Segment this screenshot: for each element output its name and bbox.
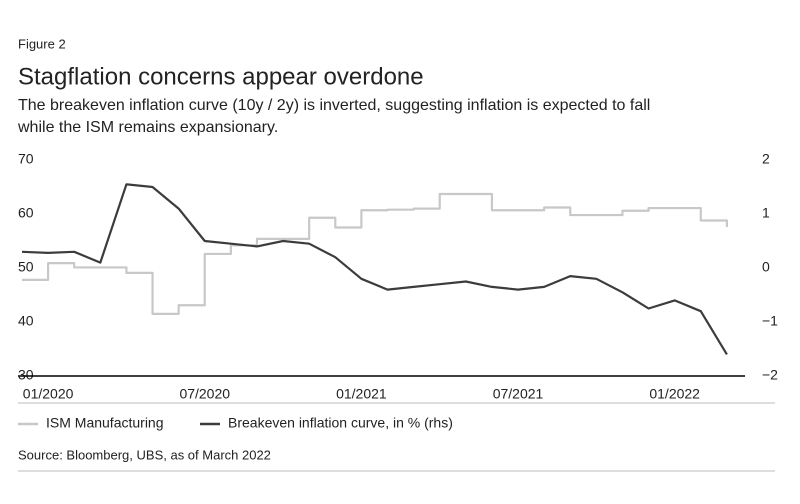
y-tick-label: 30 <box>18 367 34 383</box>
subtitle: The breakeven inflation curve (10y / 2y)… <box>18 97 650 114</box>
figure-label: Figure 2 <box>18 36 66 51</box>
y-tick-label: 70 <box>18 151 34 167</box>
x-tick-label: 07/2021 <box>493 386 544 402</box>
x-tick-label: 01/2020 <box>23 386 74 402</box>
y-tick-label: 50 <box>18 259 34 275</box>
source: Source: Bloomberg, UBS, as of March 2022 <box>18 447 271 462</box>
y2-tick-label: 2 <box>762 151 770 167</box>
y2-tick-label: −2 <box>762 367 778 383</box>
y2-tick-label: −1 <box>762 313 778 329</box>
y-tick-label: 60 <box>18 205 34 221</box>
series-line <box>21 183 728 355</box>
subtitle: while the ISM remains expansionary. <box>17 119 278 136</box>
x-tick-label: 01/2022 <box>649 386 700 402</box>
x-tick-label: 01/2021 <box>336 386 387 402</box>
legend-label: Breakeven inflation curve, in % (rhs) <box>228 415 453 431</box>
y2-tick-label: 1 <box>762 205 770 221</box>
x-tick-label: 07/2020 <box>179 386 230 402</box>
y-tick-label: 40 <box>18 313 34 329</box>
y2-tick-label: 0 <box>762 259 770 275</box>
series-line <box>22 192 728 315</box>
legend-label: ISM Manufacturing <box>46 415 164 431</box>
chart-title: Stagflation concerns appear overdone <box>18 63 424 90</box>
